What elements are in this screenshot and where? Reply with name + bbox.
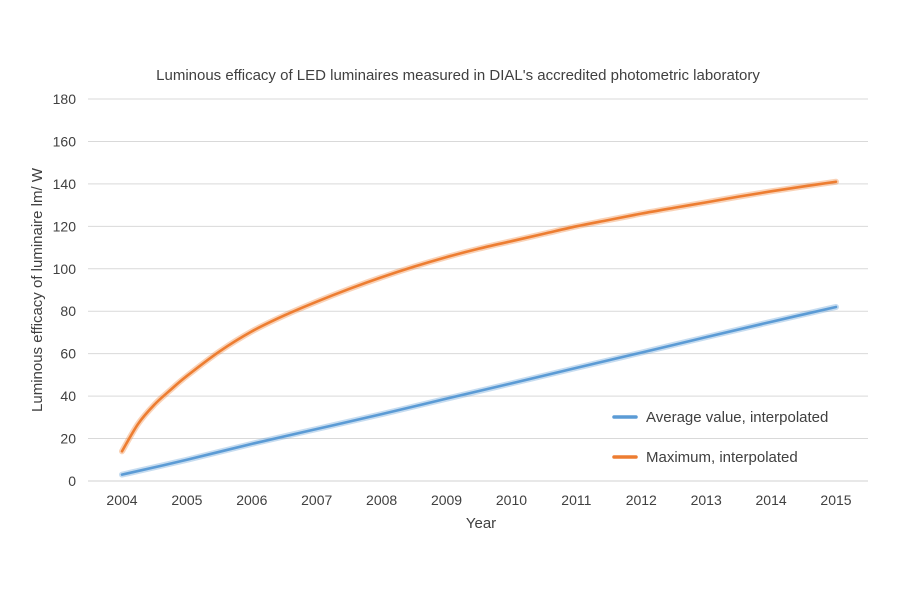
y-tick-label: 40 [60,388,76,404]
x-tick-label: 2004 [106,492,137,508]
legend: Average value, interpolated Maximum, int… [612,409,828,466]
y-tick-label: 100 [53,261,77,277]
chart-title: Luminous efficacy of LED luminaires meas… [156,67,760,84]
y-tick-label: 120 [53,218,77,234]
series-layer [119,178,839,478]
y-tick-label: 20 [60,431,76,447]
y-tick-label: 180 [53,91,77,107]
x-tick-label: 2010 [496,492,527,508]
legend-label-average: Average value, interpolated [646,409,828,426]
x-tick-labels: 2004 2005 2006 2007 2008 2009 2010 2011 2012 2013… [106,492,851,508]
x-tick-label: 2015 [820,492,851,508]
x-tick-label: 2005 [171,492,202,508]
y-tick-label: 60 [60,346,76,362]
x-tick-label: 2012 [626,492,657,508]
y-tick-label: 140 [53,176,77,192]
x-tick-label: 2006 [236,492,267,508]
y-axis-label: Luminous efficacy of luminaire lm/ W [29,167,46,412]
series-line-average [120,305,838,476]
x-tick-label: 2007 [301,492,332,508]
x-tick-label: 2009 [431,492,462,508]
x-axis-label: Year [466,515,496,532]
y-tick-label: 0 [68,473,76,489]
x-tick-label: 2014 [756,492,787,508]
y-tick-label: 80 [60,303,76,319]
y-tick-label: 160 [53,133,77,149]
x-tick-label: 2013 [691,492,722,508]
legend-label-maximum: Maximum, interpolated [646,449,798,466]
x-tick-label: 2011 [561,492,591,508]
x-tick-label: 2008 [366,492,397,508]
y-tick-labels: 0 20 40 60 80 100 120 140 160 180 [53,91,77,489]
series-line-maximum [120,180,838,453]
